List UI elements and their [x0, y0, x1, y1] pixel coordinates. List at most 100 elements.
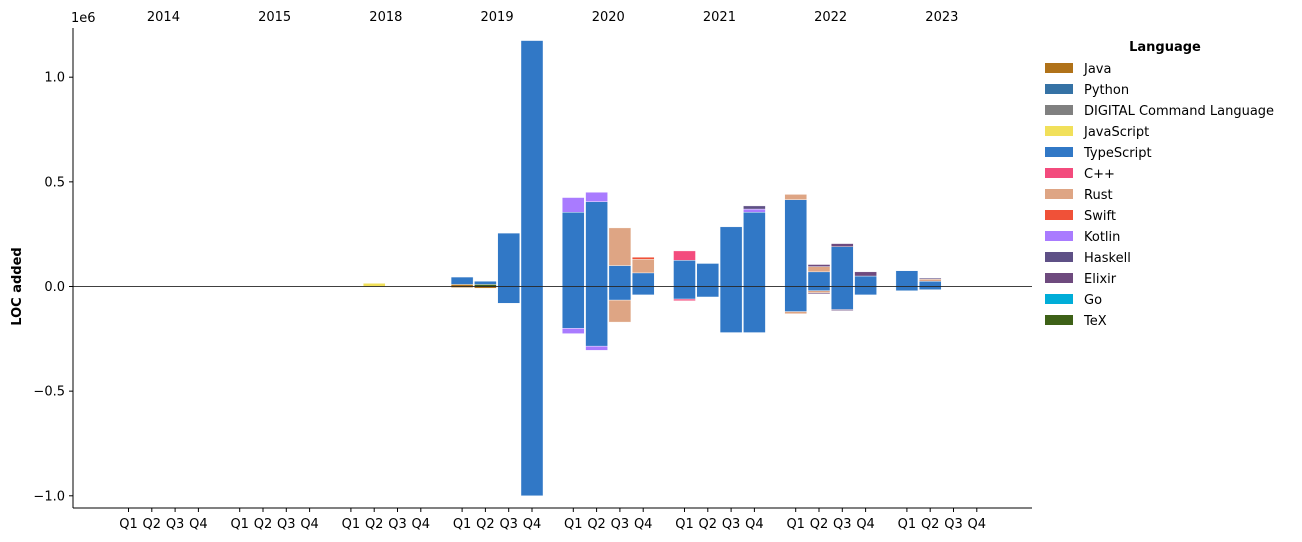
bar-segment-elixir-2022-q3-removed — [831, 309, 854, 311]
bar-segment-typescript-2022-q4-added — [854, 275, 877, 287]
bar-segment-haskell-2023-q2-added — [919, 277, 942, 280]
bar-segment-rust-2020-q4-added — [632, 259, 655, 274]
year-label-2018: 2018 — [369, 10, 402, 25]
year-label-2015: 2015 — [258, 10, 291, 25]
bar-segment-rust-2022-q1-removed — [784, 311, 807, 314]
y-tick-label: 0.0 — [44, 280, 65, 295]
bar-segment-typescript-2022-q3-removed — [831, 286, 854, 310]
legend-label-digital-command-language: DIGITAL Command Language — [1084, 104, 1274, 119]
x-tick-label-2019-q4: Q4 — [523, 517, 542, 532]
legend-label-swift: Swift — [1084, 209, 1116, 224]
legend-swatch-tex — [1045, 315, 1073, 325]
x-tick-label-2023-q4: Q4 — [968, 517, 987, 532]
year-label-2014: 2014 — [147, 10, 180, 25]
legend-label-haskell: Haskell — [1084, 251, 1131, 266]
bar-segment-typescript-2021-q1-added — [673, 260, 696, 287]
y-ticks: −1.0 −0.5 0.0 0.5 1.0 — [33, 71, 73, 504]
legend-swatch-python — [1045, 84, 1073, 94]
legend-label-tex: TeX — [1083, 314, 1107, 329]
year-label-2020: 2020 — [592, 10, 625, 25]
x-tick-label-2015-q2: Q2 — [254, 517, 273, 532]
x-tick-label-2020-q4: Q4 — [634, 517, 653, 532]
legend-swatch-go — [1045, 294, 1073, 304]
x-tick-label-2019-q3: Q3 — [499, 517, 518, 532]
legend-swatch-javascript — [1045, 126, 1073, 136]
x-tick-label-2022-q4: Q4 — [856, 517, 875, 532]
y-offset-label: 1e6 — [71, 11, 96, 26]
bar-segment-c--2021-q1-added — [673, 250, 696, 261]
y-tick-label: −0.5 — [33, 385, 65, 400]
legend-swatch-java — [1045, 63, 1073, 73]
bar-segment-kotlin-2020-q2-added — [585, 192, 608, 202]
bar-segment-typescript-2021-q4-added — [743, 211, 766, 287]
x-tick-label-2023-q2: Q2 — [921, 517, 940, 532]
bar-segment-rust-2022-q2-removed — [807, 290, 831, 293]
year-label-2019: 2019 — [481, 10, 514, 25]
bar-segment-typescript-2022-q1-removed — [784, 286, 807, 312]
bar-segment-c--2021-q1-removed — [673, 298, 696, 301]
bar-segment-kotlin-2020-q2-removed — [585, 345, 608, 351]
bar-segment-typescript-2020-q3-added — [608, 265, 632, 287]
x-tick-label-2020-q2: Q2 — [587, 517, 606, 532]
bar-segment-typescript-2020-q3-removed — [608, 286, 632, 301]
x-tick-label-2022-q2: Q2 — [810, 517, 829, 532]
bar-segment-typescript-2021-q3-removed — [719, 286, 743, 333]
bar-segment-typescript-2022-q1-added — [784, 199, 807, 287]
legend-swatch-kotlin — [1045, 231, 1073, 241]
legend-label-java: Java — [1083, 62, 1111, 77]
bar-segment-typescript-2022-q2-added — [807, 271, 831, 287]
x-tick-label-2018-q4: Q4 — [412, 517, 431, 532]
bar-segment-typescript-2019-q4-added — [520, 40, 544, 287]
legend-label-elixir: Elixir — [1084, 272, 1117, 287]
bar-segment-swift-2020-q4-added — [632, 256, 655, 260]
bar-segment-typescript-2022-q3-added — [831, 246, 854, 287]
bar-segment-typescript-2021-q3-added — [719, 226, 743, 287]
x-tick-label-2021-q3: Q3 — [722, 517, 741, 532]
legend-title: Language — [1129, 40, 1201, 55]
legend-swatch-haskell — [1045, 252, 1073, 262]
bar-segment-rust-2023-q2-added — [919, 278, 942, 282]
bar-segment-rust-2020-q3-added — [608, 227, 632, 266]
year-label-2022: 2022 — [814, 10, 847, 25]
bar-segment-haskell-2021-q4-added — [743, 205, 766, 210]
x-tick-label-2023-q3: Q3 — [944, 517, 963, 532]
legend: Language Java Python DIGITAL Command Langu… — [1045, 40, 1274, 329]
legend-label-rust: Rust — [1084, 188, 1113, 203]
legend-swatch-elixir — [1045, 273, 1073, 283]
bar-segment-kotlin-2020-q1-added — [562, 197, 585, 213]
y-axis-title: LOC added — [10, 247, 25, 325]
y-tick-label: 1.0 — [44, 71, 65, 86]
bar-segment-elixir-2022-q4-added — [854, 271, 877, 277]
x-tick-label-2021-q1: Q1 — [675, 517, 694, 532]
x-tick-label-2022-q1: Q1 — [786, 517, 805, 532]
x-tick-label-2018-q1: Q1 — [342, 517, 361, 532]
bar-segment-typescript-2021-q2-added — [696, 263, 719, 287]
legend-label-typescript: TypeScript — [1083, 146, 1152, 161]
bar-segment-typescript-2023-q2-added — [919, 281, 942, 287]
bar-segment-rust-2020-q3-removed — [608, 299, 632, 323]
bar-segment-elixir-2022-q3-added — [831, 243, 854, 247]
x-tick-label-2018-q3: Q3 — [388, 517, 407, 532]
bar-segment-typescript-2020-q2-added — [585, 201, 608, 287]
legend-swatch-rust — [1045, 189, 1073, 199]
x-tick-label-2015-q4: Q4 — [300, 517, 319, 532]
bar-segment-typescript-2023-q2-removed — [919, 286, 942, 290]
bar-segment-typescript-2023-q1-added — [895, 270, 919, 287]
x-tick-label-2014-q2: Q2 — [143, 517, 162, 532]
legend-label-c-: C++ — [1084, 167, 1115, 182]
x-tick-label-2020-q3: Q3 — [611, 517, 630, 532]
bar-segment-typescript-2020-q1-added — [562, 211, 585, 287]
bar-segment-typescript-2021-q4-removed — [743, 286, 766, 333]
x-tick-label-2021-q4: Q4 — [745, 517, 764, 532]
bar-segment-typescript-2019-q2-added — [474, 281, 497, 285]
bar-segment-typescript-2023-q1-removed — [895, 286, 919, 291]
bar-segment-typescript-2022-q2-removed — [807, 286, 831, 291]
bar-segment-rust-2022-q2-added — [807, 266, 831, 273]
bar-segment-typescript-2019-q4-removed — [520, 286, 544, 497]
bar-segment-javascript-2018-q2-added — [363, 283, 386, 287]
legend-swatch-typescript — [1045, 147, 1073, 157]
bar-segment-typescript-2019-q1-added — [450, 276, 474, 285]
bar-segment-kotlin-2021-q4-added — [743, 208, 766, 213]
x-tick-label-2021-q2: Q2 — [699, 517, 718, 532]
